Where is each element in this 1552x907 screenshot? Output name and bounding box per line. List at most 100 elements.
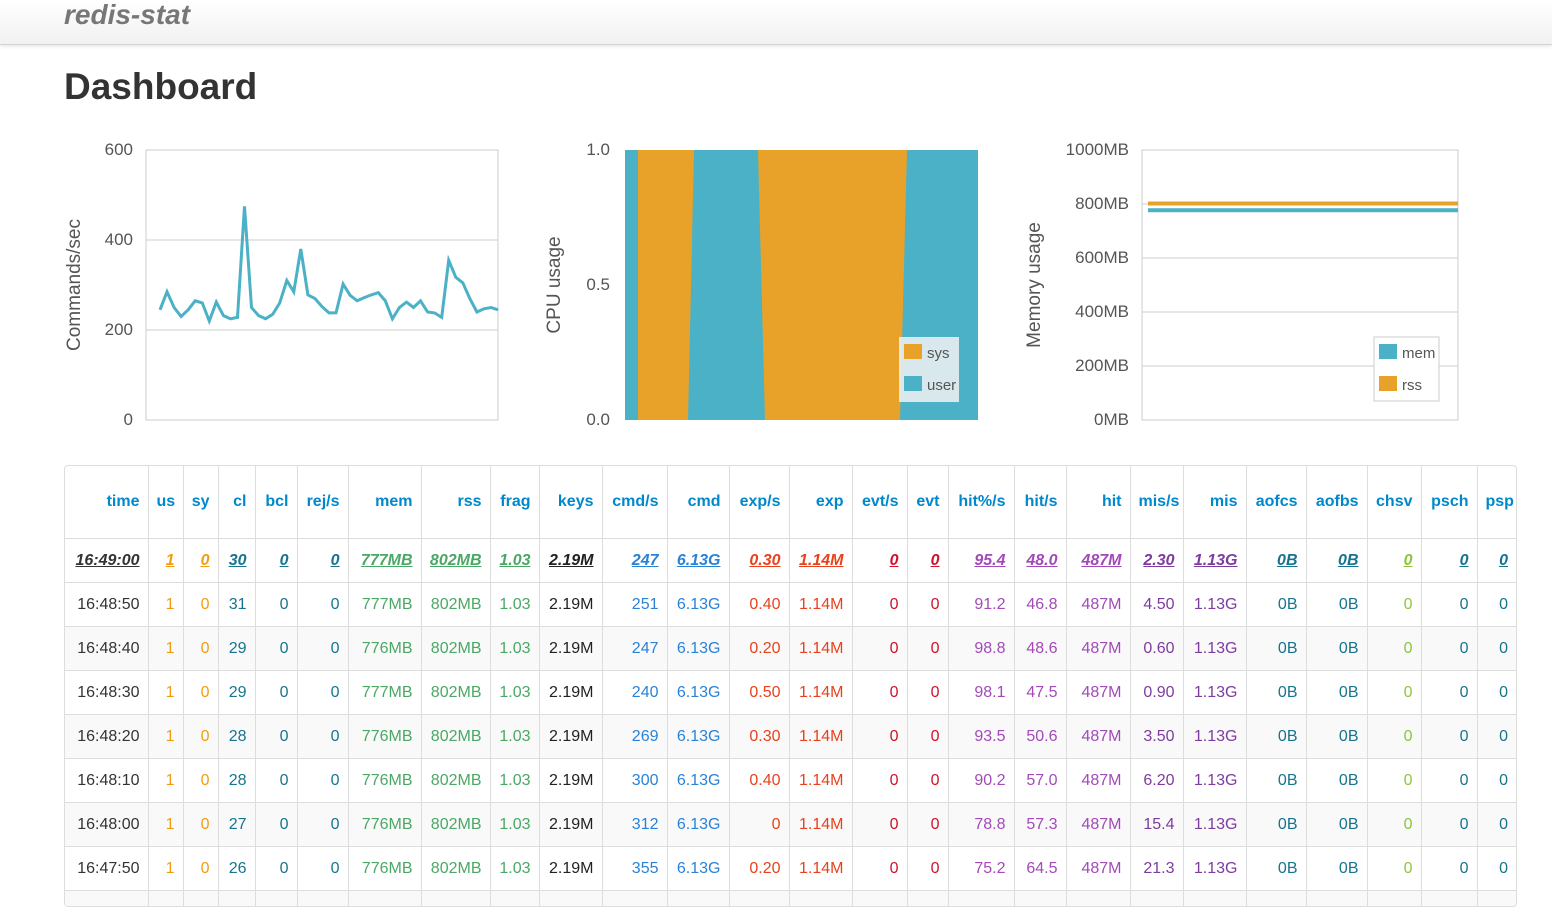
table-cell: 0 <box>1421 627 1477 671</box>
table-cell: 1.14M <box>789 627 852 671</box>
table-cell: 1.14M <box>789 715 852 759</box>
table-cell: 61.2 <box>1014 891 1066 907</box>
table-cell: 48.0 <box>1014 539 1066 583</box>
table-cell: 2.19M <box>539 759 602 803</box>
table-cell: 0B <box>1306 715 1367 759</box>
table-cell: 0 <box>1367 891 1421 907</box>
column-header: hit/s <box>1014 466 1066 539</box>
table-cell: 0 <box>907 715 948 759</box>
cpu-chart-ylabel: CPU usage <box>544 236 565 333</box>
column-header: mis/s <box>1130 466 1183 539</box>
table-cell: 0 <box>1477 583 1516 627</box>
table-cell: 16:48:40 <box>65 627 148 671</box>
table-cell: 487M <box>1066 539 1130 583</box>
table-cell: 312 <box>602 803 667 847</box>
table-cell: 0 <box>1367 583 1421 627</box>
table-cell: 0 <box>1367 539 1421 583</box>
table-cell: 93.5 <box>948 715 1014 759</box>
column-header: hit <box>1066 466 1130 539</box>
commands-ytick: 200 <box>105 320 133 339</box>
table-cell: 340 <box>602 891 667 907</box>
table-cell: 0 <box>852 583 907 627</box>
table-cell: 487M <box>1066 803 1130 847</box>
table-cell: 0 <box>297 715 348 759</box>
table-cell: 0 <box>852 803 907 847</box>
table-cell: 0 <box>297 891 348 907</box>
commands-series-line <box>160 206 498 321</box>
table-cell: 1.03 <box>490 539 539 583</box>
table-cell: 46.8 <box>1014 583 1066 627</box>
table-cell: 0 <box>255 671 297 715</box>
column-header: us <box>148 466 183 539</box>
table-cell: 0.20 <box>729 627 789 671</box>
table-cell: 1.03 <box>490 759 539 803</box>
column-header: exp/s <box>729 466 789 539</box>
table-cell: 487M <box>1066 627 1130 671</box>
table-cell: 0.40 <box>729 583 789 627</box>
table-cell: 0 <box>297 759 348 803</box>
table-cell: 0B <box>1246 671 1306 715</box>
table-cell: 0 <box>1421 891 1477 907</box>
table-cell: 0.30 <box>729 715 789 759</box>
table-cell: 0B <box>1306 803 1367 847</box>
table-cell: 0 <box>907 759 948 803</box>
table-cell: 0B <box>1246 539 1306 583</box>
table-cell: 16:48:00 <box>65 803 148 847</box>
table-cell: 487M <box>1066 583 1130 627</box>
memory-ytick: 1000MB <box>1066 140 1129 159</box>
table-cell: 0B <box>1306 671 1367 715</box>
table-cell: 777MB <box>348 583 421 627</box>
table-cell: 1.13G <box>1183 627 1246 671</box>
table-cell: 2.19M <box>539 803 602 847</box>
table-cell: 0.50 <box>729 671 789 715</box>
table-cell: 90.2 <box>948 759 1014 803</box>
table-cell: 0 <box>1367 759 1421 803</box>
table-cell: 1.13G <box>1183 759 1246 803</box>
table-cell: 1.03 <box>490 891 539 907</box>
commands-ytick: 400 <box>105 230 133 249</box>
user-legend-label: user <box>927 377 956 394</box>
table-cell: 269 <box>602 715 667 759</box>
table-cell: 776MB <box>348 759 421 803</box>
table-cell: 0B <box>1306 759 1367 803</box>
table-cell: 1.03 <box>490 715 539 759</box>
commands-chart-ylabel: Commands/sec <box>64 219 85 351</box>
column-header: psp <box>1477 466 1516 539</box>
table-cell: 0 <box>1367 803 1421 847</box>
table-cell: 26 <box>218 847 255 891</box>
table-cell: 1.14M <box>789 803 852 847</box>
table-cell: 28 <box>218 759 255 803</box>
table-cell: 0 <box>1421 759 1477 803</box>
table-cell: 1 <box>148 627 183 671</box>
column-header: exp <box>789 466 852 539</box>
column-header: cmd/s <box>602 466 667 539</box>
table-cell: 802MB <box>421 539 490 583</box>
table-cell: 0 <box>907 847 948 891</box>
table-cell: 57.3 <box>1014 803 1066 847</box>
table-cell: 487M <box>1066 715 1130 759</box>
table-cell: 0 <box>852 539 907 583</box>
brand-link[interactable]: redis-stat <box>64 0 190 30</box>
table-cell: 28 <box>218 715 255 759</box>
table-cell: 2.30 <box>1130 539 1183 583</box>
table-cell: 487M <box>1066 847 1130 891</box>
table-cell: 0B <box>1306 627 1367 671</box>
table-cell: 4.50 <box>1130 583 1183 627</box>
table-cell: 0 <box>297 803 348 847</box>
table-cell: 29 <box>218 627 255 671</box>
table-cell: 487M <box>1066 759 1130 803</box>
table-cell: 1 <box>148 891 183 907</box>
table-cell: 2.19M <box>539 671 602 715</box>
table-cell: 1 <box>148 803 183 847</box>
table-cell: 0 <box>1477 671 1516 715</box>
table-cell: 0B <box>1306 583 1367 627</box>
table-cell: 1.03 <box>490 847 539 891</box>
table-cell: 0 <box>907 583 948 627</box>
table-cell: 27 <box>218 803 255 847</box>
